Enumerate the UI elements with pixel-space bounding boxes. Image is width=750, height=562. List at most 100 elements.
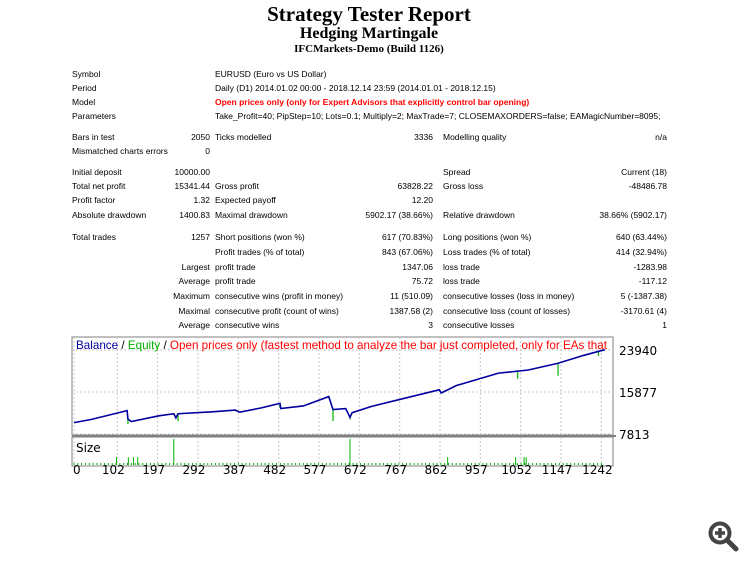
stat-v1: Average (178, 320, 210, 330)
stat-l2: Short positions (won %) (215, 232, 305, 242)
stat-v3: Current (18) (621, 167, 667, 177)
legend-equity: Equity (128, 338, 160, 352)
stat-v1: 2050 (191, 132, 210, 142)
stats-row: Maximum consecutive wins (profit in money… (0, 289, 750, 303)
stat-l1: Initial deposit (72, 167, 122, 177)
stat-l3: Relative drawdown (443, 210, 515, 220)
stat-v2: 11 (510.09) (390, 291, 433, 301)
stat-l3: Long positions (won %) (443, 232, 532, 242)
stat-v3: -117.12 (638, 276, 667, 286)
info-row: Period Daily (D1) 2014.01.02 00:00 - 2018… (0, 81, 750, 95)
stat-v2: 1347.06 (402, 262, 433, 272)
stat-v3: -1283.98 (633, 262, 667, 272)
stat-l2: Gross profit (215, 181, 259, 191)
info-value: Daily (D1) 2014.01.02 00:00 - 2018.12.14… (215, 83, 496, 93)
stat-v1: 1400.83 (179, 210, 210, 220)
x-tick-label: 957 (465, 463, 488, 477)
stat-l3: consecutive loss (count of losses) (443, 306, 571, 316)
x-tick-label: 862 (425, 463, 448, 477)
legend-model: Open prices only (fastest method to anal… (170, 338, 608, 352)
stat-l3: Gross loss (443, 181, 484, 191)
stat-v1: Maximum (173, 291, 210, 301)
stats-row: Absolute drawdown 1400.83 Maximal drawdown… (0, 208, 750, 222)
stat-l3: loss trade (443, 276, 480, 286)
stat-v3: 38.66% (5902.17) (599, 210, 667, 220)
zoom-in-icon[interactable] (706, 519, 740, 553)
x-tick-label: 387 (223, 463, 246, 477)
stats-row: Profit trades (% of total) 843 (67.06%) Lo… (0, 245, 750, 259)
stat-l1: Absolute drawdown (72, 210, 147, 220)
x-tick-label: 1242 (582, 463, 613, 477)
x-tick-label: 0 (73, 463, 81, 477)
x-tick-label: 102 (102, 463, 125, 477)
stats-row: Largest profit trade 1347.06 loss trade -128… (0, 260, 750, 274)
stat-v2: 5902.17 (38.66%) (365, 210, 433, 220)
x-tick-label: 197 (142, 463, 165, 477)
balance-line (73, 348, 605, 424)
legend-sep: / (118, 338, 128, 352)
stat-v1: 0 (205, 146, 210, 156)
stats-row: Total net profit 15341.44 Gross profit 6382… (0, 179, 750, 193)
x-tick-label: 577 (304, 463, 327, 477)
x-tick-label: 1052 (501, 463, 532, 477)
stat-l2: consecutive wins (profit in money) (215, 291, 344, 301)
stat-v3: -3170.61 (4) (620, 306, 667, 316)
stat-l3: consecutive losses (443, 320, 515, 330)
stat-v1: 1257 (191, 232, 210, 242)
stat-l3: Modelling quality (443, 132, 507, 142)
info-value: Open prices only (only for Expert Adviso… (215, 97, 530, 107)
size-label: Size (76, 441, 101, 455)
stat-l3: consecutive losses (loss in money) (443, 291, 575, 301)
legend-balance: Balance (76, 338, 118, 352)
stat-v3: -48486.78 (628, 181, 667, 191)
stats-row: Maximal consecutive profit (count of wins… (0, 304, 750, 318)
y-tick-label: 15877 (619, 386, 657, 400)
x-tick-label: 672 (344, 463, 367, 477)
stat-v1: Average (178, 276, 210, 286)
stat-v2: 3336 (414, 132, 433, 142)
info-row: Symbol EURUSD (Euro vs US Dollar) (0, 67, 750, 81)
stat-v1: Largest (181, 262, 210, 272)
stat-l2: Profit trades (% of total) (215, 247, 305, 257)
stat-l2: profit trade (215, 262, 256, 272)
info-label: Symbol (72, 69, 101, 79)
stat-l1: Mismatched charts errors (72, 146, 168, 156)
stat-l1: Total trades (72, 232, 116, 242)
stat-v2: 12.20 (411, 195, 433, 205)
server-build: IFCMarkets-Demo (Build 1126) (294, 43, 444, 55)
stat-l2: consecutive wins (215, 320, 280, 330)
y-tick-label: 7813 (619, 428, 650, 442)
stat-v3: 414 (32.94%) (615, 247, 667, 257)
stat-l2: Expected payoff (215, 195, 276, 205)
stat-v2: 1387.58 (2) (389, 306, 433, 316)
stat-v1: Maximal (178, 306, 210, 316)
info-label: Parameters (72, 111, 116, 121)
stat-v3: 5 (-1387.38) (620, 291, 667, 301)
x-tick-label: 292 (183, 463, 206, 477)
stats-row: Average consecutive wins 3 consecutive loss… (0, 318, 750, 332)
main-plot-frame (71, 336, 614, 436)
info-label: Period (72, 83, 97, 93)
stat-v1: 1.32 (193, 195, 210, 205)
stat-l2: Ticks modelled (215, 132, 272, 142)
stat-l1: Bars in test (72, 132, 115, 142)
info-row: Parameters Take_Profit=40; PipStep=10; Lo… (0, 109, 750, 123)
stat-l3: loss trade (443, 262, 480, 272)
chart-legend: Balance / Equity / Open prices only (fas… (76, 338, 608, 352)
report-title: Strategy Tester Report (267, 2, 471, 26)
stat-l2: consecutive profit (count of wins) (215, 306, 339, 316)
stat-v2: 617 (70.83%) (381, 232, 433, 242)
stat-l2: Maximal drawdown (215, 210, 288, 220)
stat-v1: 10000.00 (174, 167, 210, 177)
info-label: Model (72, 97, 96, 107)
legend-sep: / (160, 338, 170, 352)
stats-row: Bars in test 2050 Ticks modelled 3336 Modell… (0, 130, 750, 144)
info-row: Model Open prices only (only for Expert A… (0, 95, 750, 109)
stat-v1: 15341.44 (174, 181, 210, 191)
stat-v2: 843 (67.06%) (381, 247, 433, 257)
x-tick-label: 767 (384, 463, 407, 477)
stats-row: Profit factor 1.32 Expected payoff 12.20 (0, 193, 750, 207)
stats-row: Mismatched charts errors 0 (0, 144, 750, 158)
y-tick-label: 23940 (619, 344, 657, 358)
